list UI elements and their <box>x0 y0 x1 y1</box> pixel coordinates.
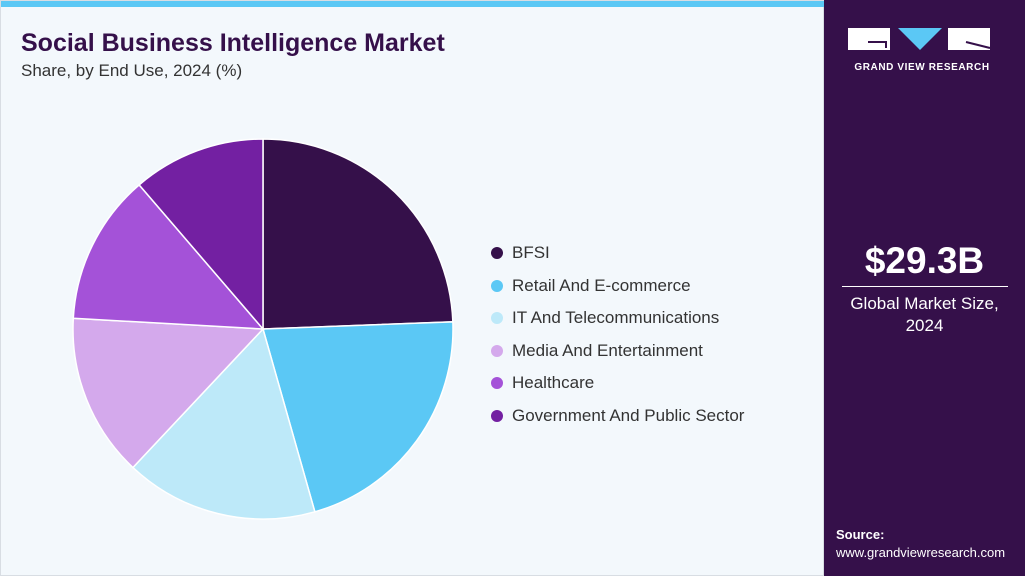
legend-label: Healthcare <box>512 373 595 393</box>
legend-dot-icon <box>491 344 503 357</box>
legend-item: IT And Telecommunications <box>491 302 744 335</box>
legend-item: Healthcare <box>491 367 744 400</box>
legend-label: Retail And E-commerce <box>512 275 691 295</box>
pie-slice-retail-and-e-commerce <box>262 321 454 513</box>
legend-item: Retail And E-commerce <box>491 270 744 303</box>
legend-label: Government And Public Sector <box>512 405 745 425</box>
market-size-label-line2: 2024 <box>905 316 944 335</box>
legend-item: Media And Entertainment <box>491 335 744 368</box>
legend-label: BFSI <box>512 243 550 263</box>
market-size-label: Global Market Size, 2024 <box>824 293 1025 337</box>
legend: BFSI Retail And E-commerce IT And Telecomm… <box>491 237 744 432</box>
chart-panel: Social Business Intelligence Market Shar… <box>0 0 825 576</box>
legend-item: BFSI <box>491 237 744 270</box>
legend-dot-icon <box>491 312 503 325</box>
gvr-logo: GRAND VIEW RESEARCH <box>848 18 996 78</box>
divider <box>842 286 1008 287</box>
market-size-label-line1: Global Market Size, <box>850 294 999 313</box>
legend-dot-icon <box>491 247 503 260</box>
market-size-value: $29.3B <box>864 240 985 281</box>
pie-slice-media-and-entertainment <box>72 317 265 469</box>
pie-slice-government-and-public-sector <box>138 138 264 332</box>
sidebar: GRAND VIEW RESEARCH $29.3B Global Market… <box>824 0 1025 576</box>
legend-item: Government And Public Sector <box>491 400 744 433</box>
chart-title: Social Business Intelligence Market <box>21 29 445 57</box>
pie-slice-bfsi <box>262 138 454 330</box>
accent-bar <box>1 1 825 7</box>
logo-text: GRAND VIEW RESEARCH <box>854 62 990 73</box>
pie-slice-healthcare <box>72 183 265 330</box>
legend-dot-icon <box>491 409 503 422</box>
source-label: Source: <box>836 527 885 542</box>
legend-dot-icon <box>491 279 503 292</box>
source: Source: www.grandviewresearch.com <box>836 526 1005 562</box>
legend-label: Media And Entertainment <box>512 340 703 360</box>
legend-dot-icon <box>491 377 503 390</box>
pie-chart <box>72 138 454 520</box>
pie-slice-it-and-telecommunications <box>131 327 316 520</box>
chart-subtitle: Share, by End Use, 2024 (%) <box>21 61 243 80</box>
source-url[interactable]: www.grandviewresearch.com <box>836 545 1006 560</box>
legend-label: IT And Telecommunications <box>512 308 720 328</box>
